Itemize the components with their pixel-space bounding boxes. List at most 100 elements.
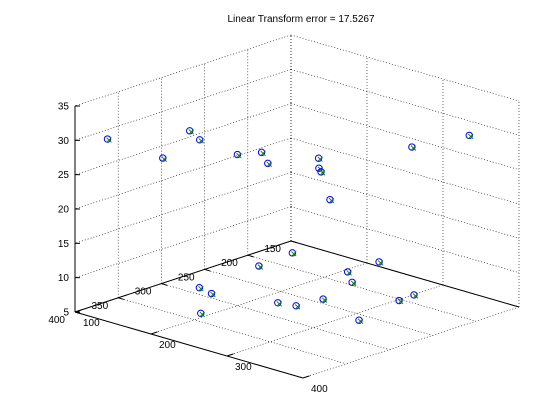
data-point-circle xyxy=(197,309,205,318)
data-point-circle xyxy=(395,296,403,305)
y-tick-mark xyxy=(161,283,168,286)
x-axis-line xyxy=(290,240,520,308)
transformed-point-x xyxy=(346,270,352,276)
transformed-point-x xyxy=(350,280,357,287)
y-axis-line xyxy=(74,240,292,313)
grid-line xyxy=(290,206,520,273)
z-tick-label: 20 xyxy=(58,205,70,216)
data-point-circle xyxy=(326,195,334,204)
z-tick-label: 35 xyxy=(58,102,70,113)
data-point-circle xyxy=(408,143,416,151)
transformed-point-x xyxy=(266,161,273,168)
transformed-point-x xyxy=(357,318,364,324)
data-point-circle xyxy=(288,249,297,257)
grid-line xyxy=(302,306,520,379)
x-tick-mark xyxy=(150,331,158,335)
x-tick-label: 400 xyxy=(311,384,328,395)
data-point-circle xyxy=(315,164,323,172)
grid-line xyxy=(290,172,520,239)
grid-line xyxy=(290,34,520,102)
transformed-point-x xyxy=(198,286,204,292)
grid-line xyxy=(290,137,520,205)
data-point-circle xyxy=(207,289,216,298)
grid-line xyxy=(161,283,390,350)
y-tick-mark xyxy=(290,240,297,244)
transformed-point-x xyxy=(257,264,264,270)
transformed-point-x xyxy=(161,156,167,162)
z-tick-label: 30 xyxy=(58,136,70,147)
z-tick-label: 15 xyxy=(58,239,70,250)
data-point-circle xyxy=(274,299,282,307)
transformed-point-x xyxy=(276,301,283,307)
grid-line xyxy=(204,269,433,336)
x-axis-front-line xyxy=(74,311,304,379)
data-point-circle xyxy=(159,154,167,162)
data-point-circle xyxy=(319,295,327,303)
data-point-circle xyxy=(196,136,204,144)
grid-line xyxy=(226,284,444,357)
grid-line xyxy=(74,34,292,107)
data-point-circle xyxy=(317,168,325,176)
grid-line xyxy=(74,206,292,278)
grid-line xyxy=(118,297,347,365)
data-point-circle xyxy=(375,258,383,266)
data-point-circle xyxy=(195,284,204,292)
transformed-point-x xyxy=(198,138,204,144)
transformed-point-x xyxy=(410,145,417,151)
data-point-circle xyxy=(186,127,194,135)
y-tick-mark xyxy=(204,268,211,272)
transformed-point-x xyxy=(328,197,335,204)
transformed-point-x xyxy=(412,293,419,299)
transformed-point-x xyxy=(199,311,205,318)
grid-line xyxy=(74,172,292,244)
transformed-point-x xyxy=(294,304,301,310)
grid-line xyxy=(74,69,292,141)
z-tick-label: 25 xyxy=(58,170,70,181)
data-point-circle xyxy=(348,278,356,287)
grid-line xyxy=(150,262,368,335)
transformed-point-x xyxy=(317,166,324,172)
y-tick-label: 350 xyxy=(92,301,109,312)
z-tick-label: 5 xyxy=(63,308,69,319)
data-point-circle xyxy=(314,154,323,162)
grid-line xyxy=(290,69,520,136)
transformed-point-x xyxy=(210,291,216,298)
y-tick-mark xyxy=(118,297,125,300)
grid-line xyxy=(74,137,292,210)
data-point-circle xyxy=(257,148,266,157)
x-tick-label: 200 xyxy=(159,340,176,351)
data-point-circle xyxy=(355,316,363,324)
grid-line xyxy=(290,103,520,170)
data-point-circle xyxy=(410,291,418,299)
x-tick-mark xyxy=(226,353,234,357)
transformed-point-x xyxy=(377,260,384,266)
data-point-circle xyxy=(465,131,473,140)
transformed-point-x xyxy=(319,170,326,176)
y-tick-label: 400 xyxy=(48,315,65,326)
transformed-point-x xyxy=(260,150,266,157)
data-point-circle xyxy=(255,262,263,270)
transformed-point-x xyxy=(106,137,112,143)
z-tick-label: 10 xyxy=(58,273,70,284)
transformed-point-x xyxy=(291,251,297,257)
y-tick-label: 300 xyxy=(135,287,152,298)
data-point-circle xyxy=(233,150,242,159)
data-point-circle xyxy=(103,135,112,143)
x-tick-mark xyxy=(302,375,310,379)
transformed-point-x xyxy=(397,298,404,305)
transformed-point-x xyxy=(236,152,242,159)
y-tick-label: 200 xyxy=(221,258,238,269)
grid-line xyxy=(74,103,292,175)
y-tick-label: 150 xyxy=(264,244,281,255)
transformed-point-x xyxy=(468,133,474,140)
y-tick-label: 250 xyxy=(178,272,195,283)
data-point-circle xyxy=(343,268,352,276)
data-point-circle xyxy=(292,302,300,310)
transformed-point-x xyxy=(188,129,194,135)
x-tick-label: 300 xyxy=(235,362,252,373)
y-tick-mark xyxy=(247,254,254,258)
transformed-point-x xyxy=(317,156,323,162)
data-point-circle xyxy=(264,159,272,168)
grid-line xyxy=(247,254,476,322)
